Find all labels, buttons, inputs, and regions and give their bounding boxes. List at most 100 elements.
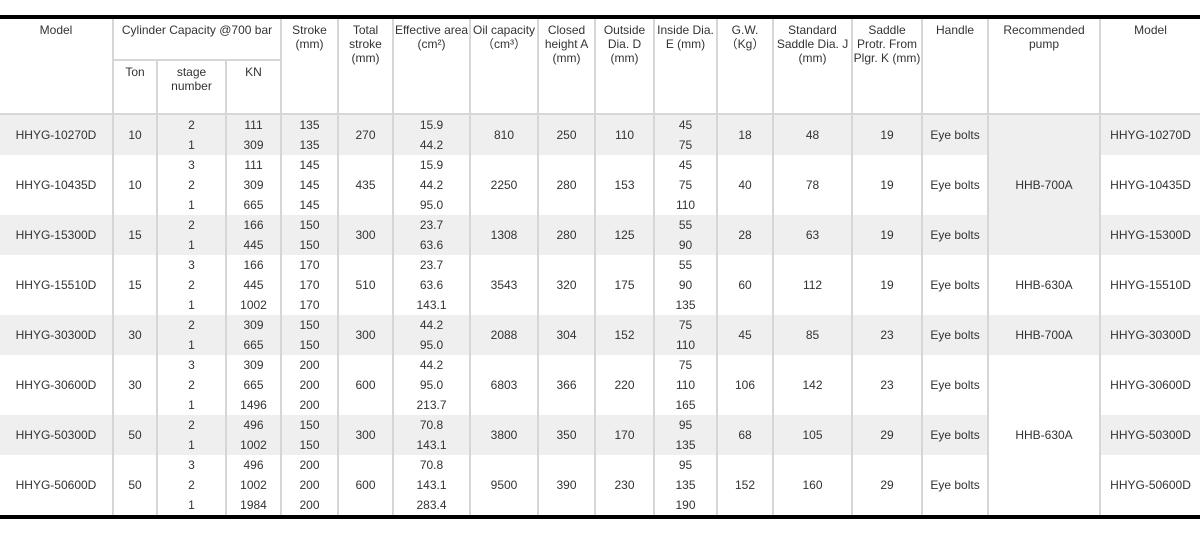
- oil-capacity-cell: 1308: [469, 215, 540, 255]
- ton-cell: 50: [112, 415, 158, 455]
- cell-line: 135: [675, 298, 696, 312]
- cell-line: 95.0: [419, 338, 444, 352]
- cell-line: 2: [188, 178, 195, 192]
- cell-line: 166: [243, 218, 264, 232]
- total-stroke-cell: 300: [337, 215, 395, 255]
- handle-cell: Eye bolts: [921, 455, 990, 517]
- header-stroke: Stroke (mm): [280, 17, 340, 114]
- cell-line: 110: [675, 378, 696, 392]
- cell-line: 1496: [240, 398, 267, 412]
- header-model-right: Model: [1099, 17, 1200, 114]
- model-right-cell: HHYG-10270D: [1099, 114, 1200, 155]
- kn-cell: 309 665: [224, 315, 283, 355]
- inside-dia-cell: 55 90 135: [653, 255, 719, 315]
- stage-cell: 3 2 1: [156, 455, 227, 517]
- header-saddle-protr: Saddle Protr. From Plgr. K (mm): [851, 17, 924, 114]
- kn-cell: 309 665 1496: [224, 355, 283, 415]
- cell-line: 200: [299, 458, 320, 472]
- cell-line: 665: [243, 378, 264, 392]
- saddle-dia-cell: 105: [772, 415, 854, 455]
- cell-line: 213.7: [416, 398, 447, 412]
- outside-dia-cell: 175: [594, 255, 656, 315]
- cell-line: 145: [299, 178, 320, 192]
- cell-line: 70.8: [419, 458, 444, 472]
- handle-cell: Eye bolts: [921, 114, 990, 155]
- effective-area-cell: 15.9 44.2: [392, 114, 472, 155]
- header-inside-dia: Inside Dia. E (mm): [653, 17, 719, 114]
- cell-line: 2: [188, 218, 195, 232]
- saddle-protr-cell: 23: [851, 315, 924, 355]
- cell-line: 170: [299, 298, 320, 312]
- model-right-cell: HHYG-50600D: [1099, 455, 1200, 517]
- cell-line: 15.9: [419, 158, 444, 172]
- cell-line: 3: [188, 258, 195, 272]
- handle-cell: Eye bolts: [921, 215, 990, 255]
- effective-area-cell: 44.2 95.0: [392, 315, 472, 355]
- cell-line: 1: [188, 438, 195, 452]
- table-row: HHYG-30300D 30 2 1 309 665 150 150 300 44.2 95.0 20…: [0, 315, 1200, 355]
- model-cell: HHYG-50600D: [0, 455, 114, 517]
- cell-line: 44.2: [419, 318, 444, 332]
- cell-line: 55: [678, 218, 693, 232]
- model-cell: HHYG-10270D: [0, 114, 114, 155]
- recommended-pump-cell: HHB-700A: [987, 114, 1102, 255]
- recommended-pump-cell: HHB-630A: [987, 255, 1102, 315]
- cell-line: 95.0: [419, 378, 444, 392]
- cell-line: 111: [244, 158, 263, 172]
- cell-line: 200: [299, 378, 320, 392]
- cell-line: 150: [299, 438, 320, 452]
- effective-area-cell: 70.8 143.1: [392, 415, 472, 455]
- header-ton: Ton: [113, 59, 158, 114]
- cell-line: 166: [243, 258, 264, 272]
- table-body: HHYG-10270D 10 2 1 111 309 135 135 270 15.9 44.2 81…: [0, 114, 1200, 517]
- cell-line: 496: [243, 418, 264, 432]
- model-cell: HHYG-15510D: [0, 255, 114, 315]
- saddle-protr-cell: 19: [851, 114, 924, 155]
- cell-line: 44.2: [419, 138, 444, 152]
- recommended-pump-cell: HHB-700A: [987, 315, 1102, 355]
- effective-area-cell: 44.2 95.0 213.7: [392, 355, 472, 415]
- header-gw: G.W. （Kg）: [716, 17, 775, 114]
- outside-dia-cell: 230: [594, 455, 656, 517]
- model-right-cell: HHYG-30300D: [1099, 315, 1200, 355]
- cell-line: 143.1: [416, 438, 447, 452]
- handle-cell: Eye bolts: [921, 355, 990, 415]
- total-stroke-cell: 600: [337, 455, 395, 517]
- stroke-cell: 200 200 200: [280, 355, 340, 415]
- total-stroke-cell: 600: [337, 355, 395, 415]
- closed-height-cell: 350: [537, 415, 597, 455]
- header-model: Model: [0, 17, 114, 114]
- cell-line: 70.8: [419, 418, 444, 432]
- saddle-dia-cell: 63: [772, 215, 854, 255]
- model-cell: HHYG-50300D: [0, 415, 114, 455]
- handle-cell: Eye bolts: [921, 415, 990, 455]
- stroke-cell: 145 145 145: [280, 155, 340, 215]
- handle-cell: Eye bolts: [921, 255, 990, 315]
- inside-dia-cell: 45 75: [653, 114, 719, 155]
- kn-cell: 166 445 1002: [224, 255, 283, 315]
- handle-cell: Eye bolts: [921, 155, 990, 215]
- model-right-cell: HHYG-30600D: [1099, 355, 1200, 415]
- cell-line: 665: [243, 338, 264, 352]
- ton-cell: 15: [112, 255, 158, 315]
- cell-line: 170: [299, 278, 320, 292]
- oil-capacity-cell: 9500: [469, 455, 540, 517]
- cell-line: 496: [243, 458, 264, 472]
- closed-height-cell: 390: [537, 455, 597, 517]
- cell-line: 200: [299, 498, 320, 512]
- cell-line: 445: [243, 278, 264, 292]
- cell-line: 1: [188, 138, 195, 152]
- header-outside-dia: Outside Dia. D (mm): [594, 17, 656, 114]
- cell-line: 75: [678, 318, 693, 332]
- header-pump: Recommended pump: [987, 17, 1102, 114]
- cell-line: 3: [188, 358, 195, 372]
- cell-line: 143.1: [416, 478, 447, 492]
- cell-line: 55: [678, 258, 693, 272]
- cell-line: 90: [678, 238, 693, 252]
- cell-line: 1: [188, 498, 195, 512]
- total-stroke-cell: 300: [337, 415, 395, 455]
- header-total-stroke: Total stroke (mm): [337, 17, 395, 114]
